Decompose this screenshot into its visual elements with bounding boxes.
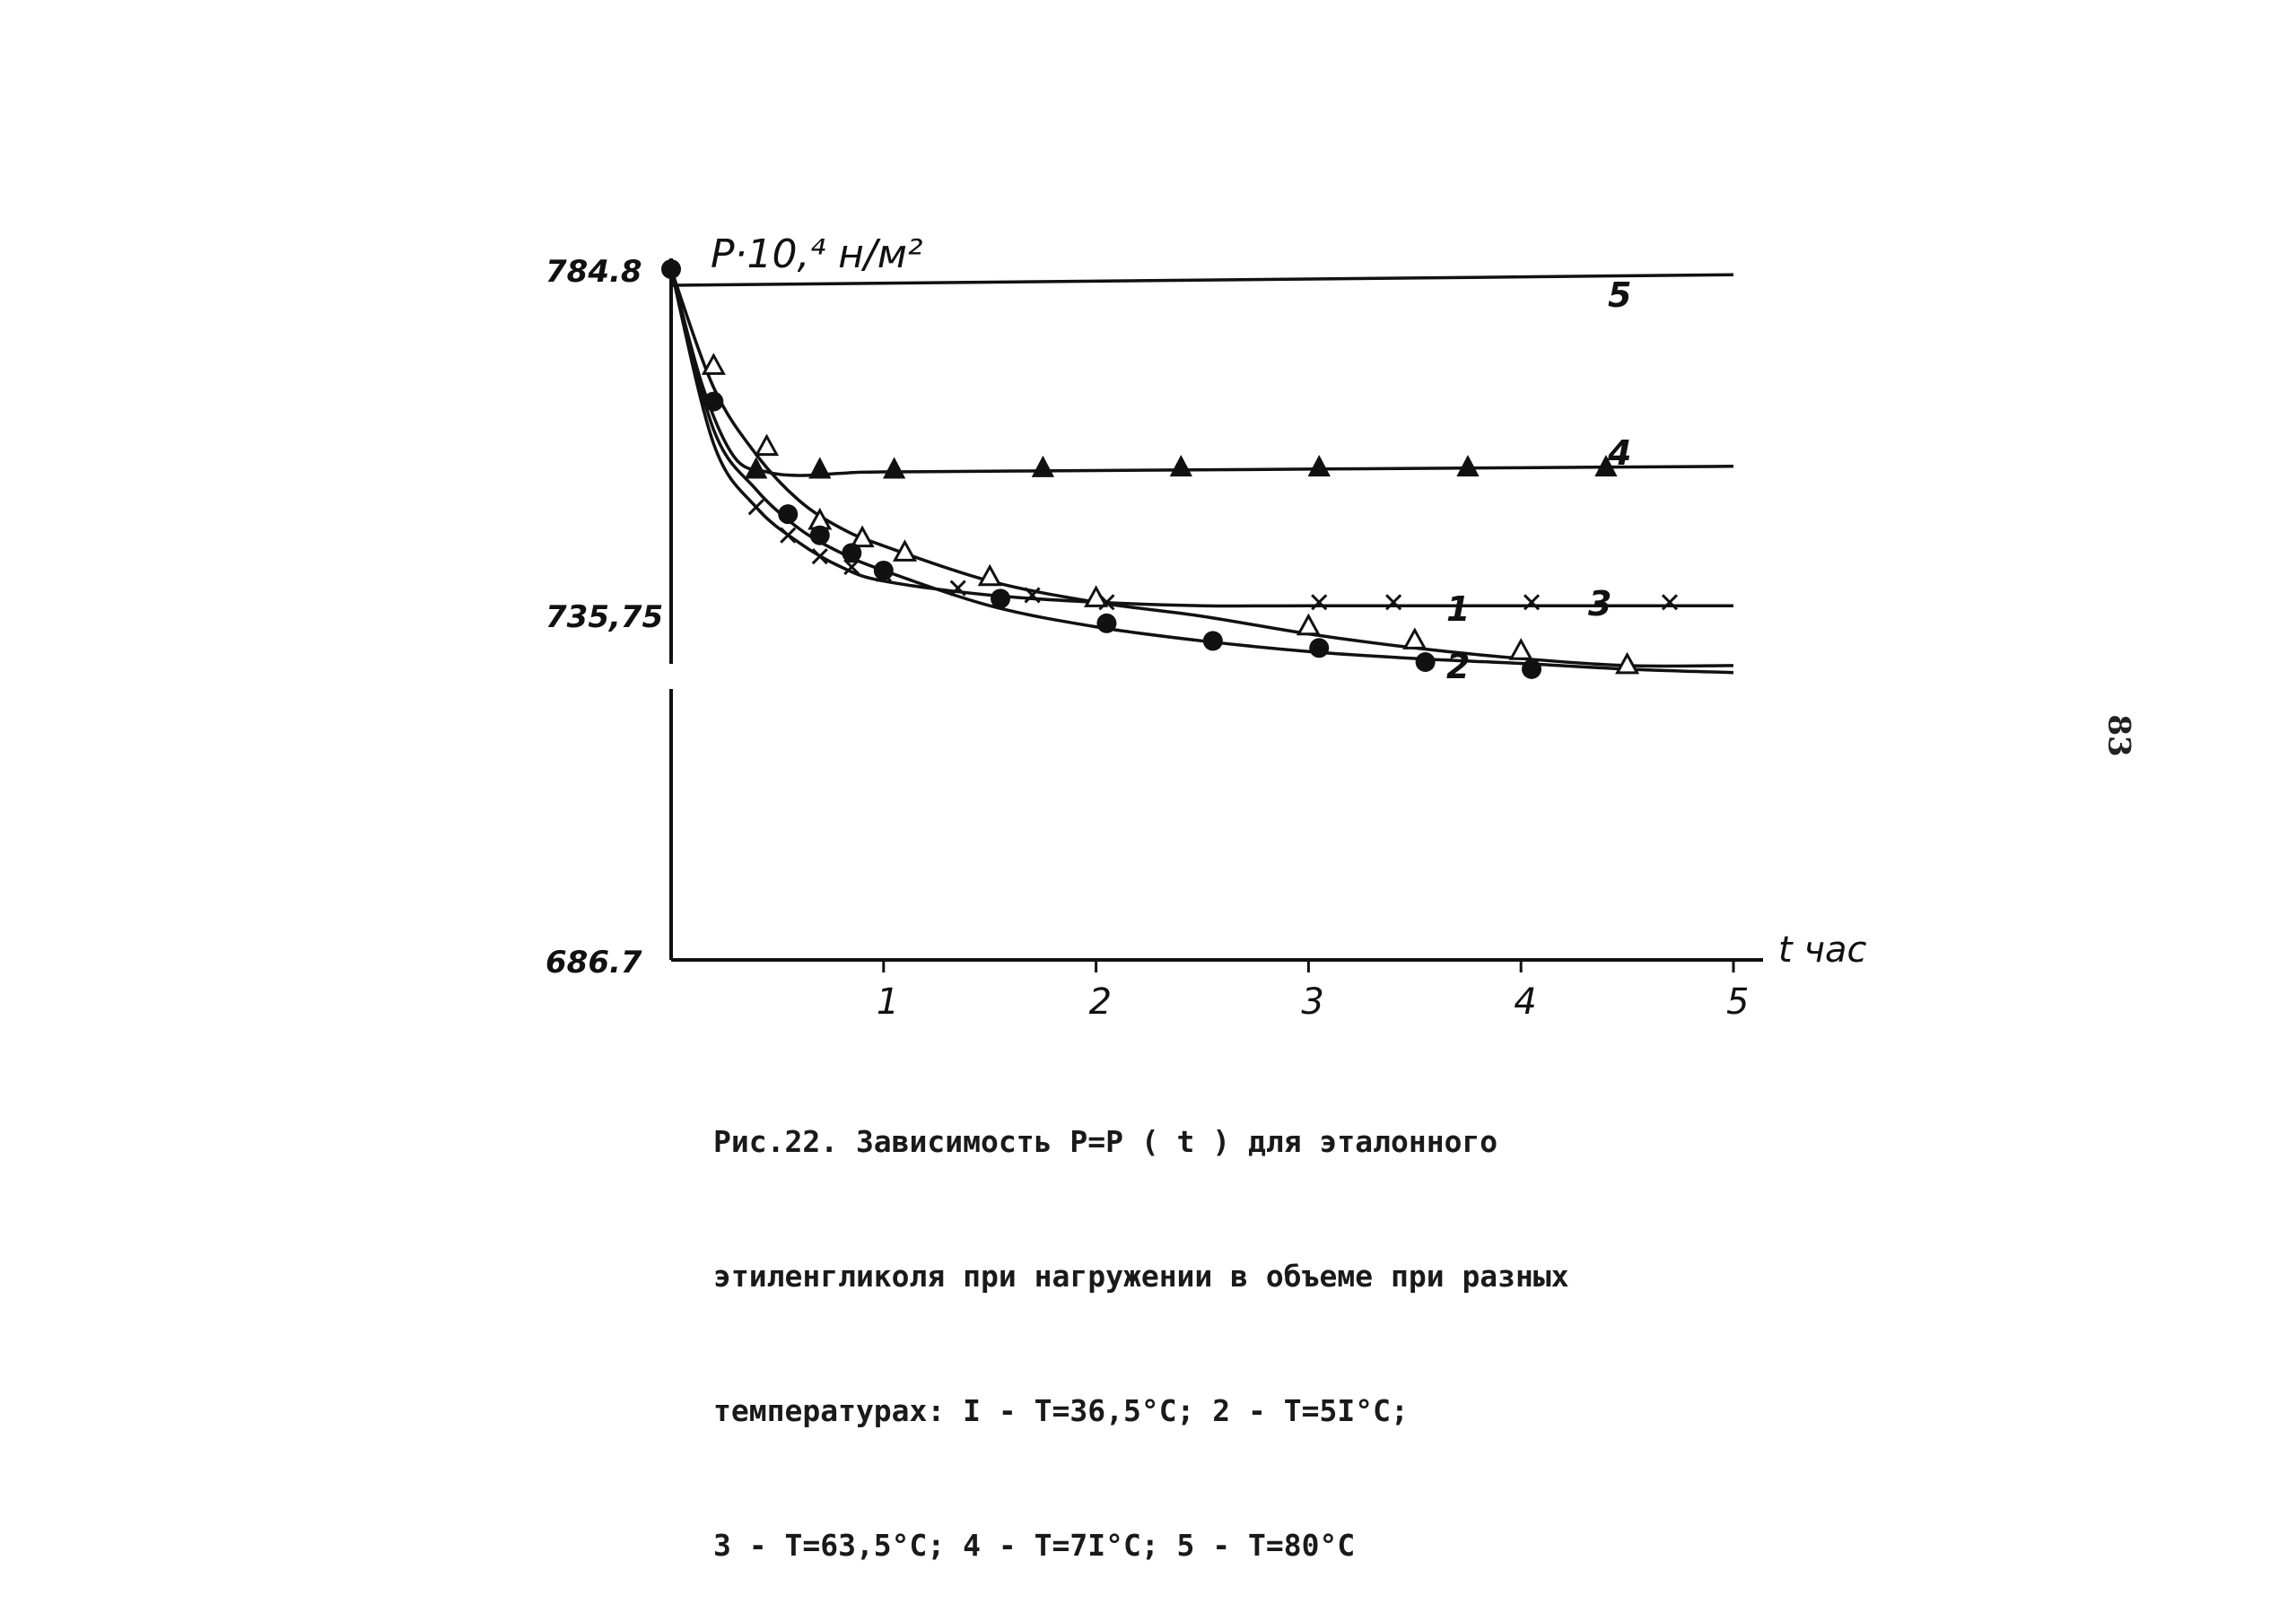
data-point-stroke — [843, 558, 860, 576]
data-point — [755, 433, 780, 457]
data-point-stroke — [1661, 594, 1679, 611]
data-point — [1169, 454, 1192, 477]
x-tick-label: 5 — [1726, 981, 1749, 1023]
data-point — [1594, 454, 1618, 477]
x-tick-label: 3 — [1301, 981, 1323, 1023]
caption-line: Рис.22. Зависимость P=P ( t ) для эталон… — [713, 1124, 1498, 1159]
series-line-4 — [669, 268, 1734, 477]
data-point — [977, 563, 1002, 587]
markers-group — [661, 259, 1679, 679]
caption-line: 3 - T=63,5°C; 4 - T=7I°C; 5 - T=80°C — [713, 1528, 1356, 1563]
data-point — [778, 504, 799, 525]
data-point — [991, 589, 1011, 609]
data-point-stroke — [747, 499, 764, 516]
series-line-5 — [670, 273, 1734, 287]
data-point — [1024, 587, 1041, 604]
data-point — [949, 580, 966, 597]
x-tick-label: 4 — [1514, 981, 1536, 1023]
data-point — [1523, 594, 1541, 611]
y-tick-label: 735,75 — [546, 599, 663, 635]
axes — [669, 258, 1763, 972]
data-point — [745, 457, 768, 479]
data-point — [701, 353, 726, 375]
data-point-stroke — [811, 548, 828, 565]
data-point — [892, 539, 918, 562]
data-point-stroke — [1523, 594, 1541, 611]
series-label-1: 1 — [1446, 589, 1470, 629]
series-label-5: 5 — [1608, 275, 1631, 315]
data-point — [1031, 455, 1055, 477]
series-label-2: 2 — [1446, 647, 1470, 686]
data-point — [747, 499, 764, 516]
data-point — [703, 391, 724, 412]
data-point-stroke — [949, 580, 966, 597]
data-point-stroke — [1098, 594, 1115, 611]
caption-line: этиленгликоля при нагружении в объеме пр… — [713, 1259, 1569, 1294]
data-point — [1098, 594, 1115, 611]
data-point — [1661, 594, 1679, 611]
data-point-stroke — [780, 527, 797, 544]
data-point-stroke — [875, 565, 892, 582]
data-point-stroke — [1024, 587, 1041, 604]
y-tick-label: 686.7 — [546, 945, 642, 981]
caption-line: температурах: I - T=36,5°C; 2 - T=5I°C; — [713, 1393, 1409, 1428]
data-point-stroke — [1311, 594, 1328, 611]
page-number: 83 — [2100, 714, 2137, 757]
data-point — [1402, 627, 1427, 650]
series-label-3: 3 — [1588, 584, 1611, 623]
y-axis-label: P·10,⁴ н/м² — [711, 231, 923, 277]
data-point — [850, 525, 875, 548]
data-point — [875, 565, 892, 582]
data-point — [780, 527, 797, 544]
series-line-3 — [669, 268, 1733, 608]
data-point — [843, 558, 860, 576]
series-line-2 — [669, 268, 1734, 675]
data-point — [1615, 651, 1640, 675]
chart: 1 2 3 4 5 784.8 735,75 686.7 P·10,⁴ н/м² t час 1 2 3… — [546, 231, 1867, 1023]
data-point — [661, 259, 681, 279]
data-point — [1296, 613, 1321, 636]
data-point — [1385, 594, 1402, 611]
x-tick-label: 2 — [1089, 981, 1112, 1023]
data-point — [808, 457, 832, 479]
data-point — [873, 560, 894, 580]
data-point — [882, 457, 906, 479]
labels-group: 1 2 3 4 5 784.8 735,75 686.7 P·10,⁴ н/м² t час 1 2 3… — [546, 231, 1867, 1023]
x-axis-label: t час — [1778, 929, 1867, 971]
data-point — [811, 548, 828, 565]
data-point — [1202, 631, 1223, 651]
x-tick-label: 1 — [877, 981, 899, 1023]
data-point — [1508, 638, 1533, 660]
data-point — [1307, 454, 1331, 477]
data-point — [1415, 651, 1436, 672]
series-label-4: 4 — [1607, 433, 1631, 473]
y-tick-label: 784.8 — [546, 254, 642, 290]
data-point — [1096, 613, 1117, 633]
series-group — [669, 268, 1734, 675]
data-point — [809, 525, 830, 545]
data-point — [1456, 454, 1480, 477]
data-point — [1522, 658, 1542, 679]
data-point — [1309, 638, 1330, 658]
data-point — [842, 543, 862, 563]
figure-caption: Рис.22. Зависимость P=P ( t ) для эталон… — [713, 1030, 1727, 1613]
data-point-stroke — [1385, 594, 1402, 611]
data-point — [1311, 594, 1328, 611]
